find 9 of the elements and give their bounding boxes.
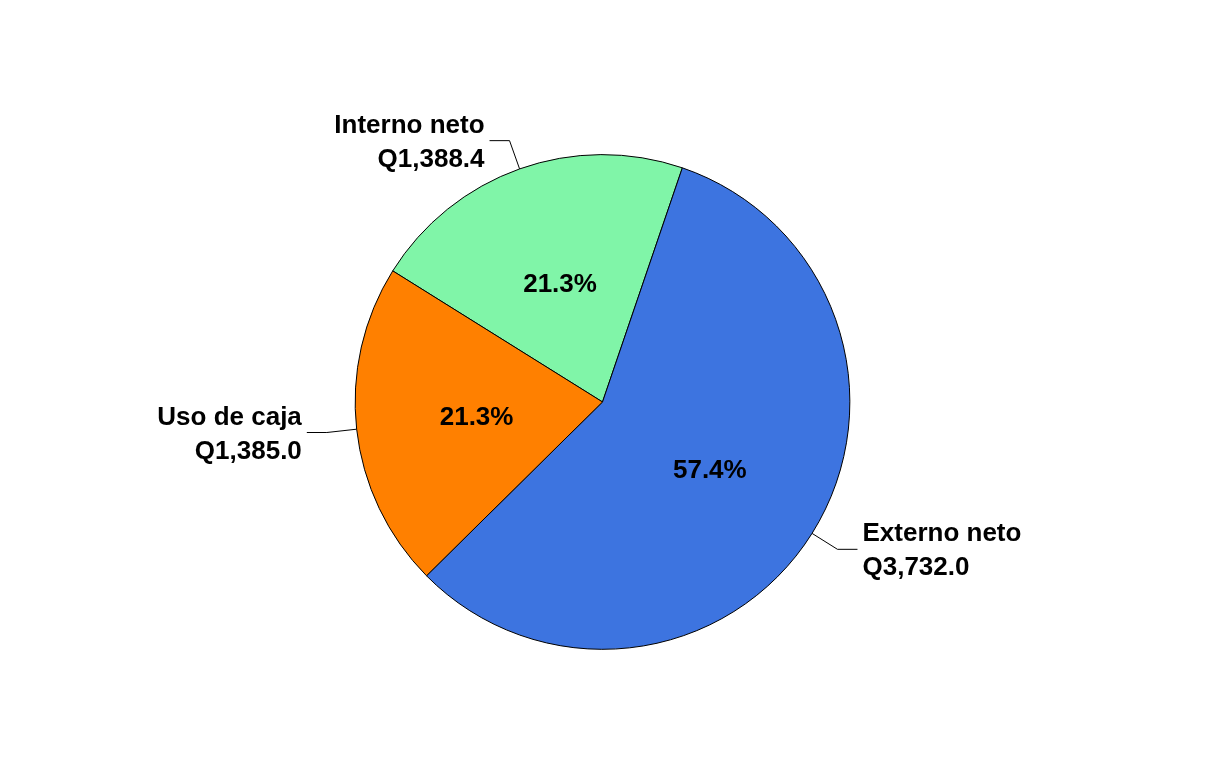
text: 21.3% — [523, 267, 597, 298]
text: 21.3% — [439, 400, 514, 431]
slice-label: Externo neto — [862, 517, 1022, 548]
data-label: Q1,385.0 — [194, 434, 302, 465]
text: 57.4% — [672, 454, 747, 485]
data-label: Q1,388.4 — [377, 142, 486, 173]
slice-label: Interno neto — [334, 108, 485, 139]
data-label: Q3,732.0 — [862, 551, 970, 582]
slice-label: Uso de caja — [157, 400, 303, 431]
